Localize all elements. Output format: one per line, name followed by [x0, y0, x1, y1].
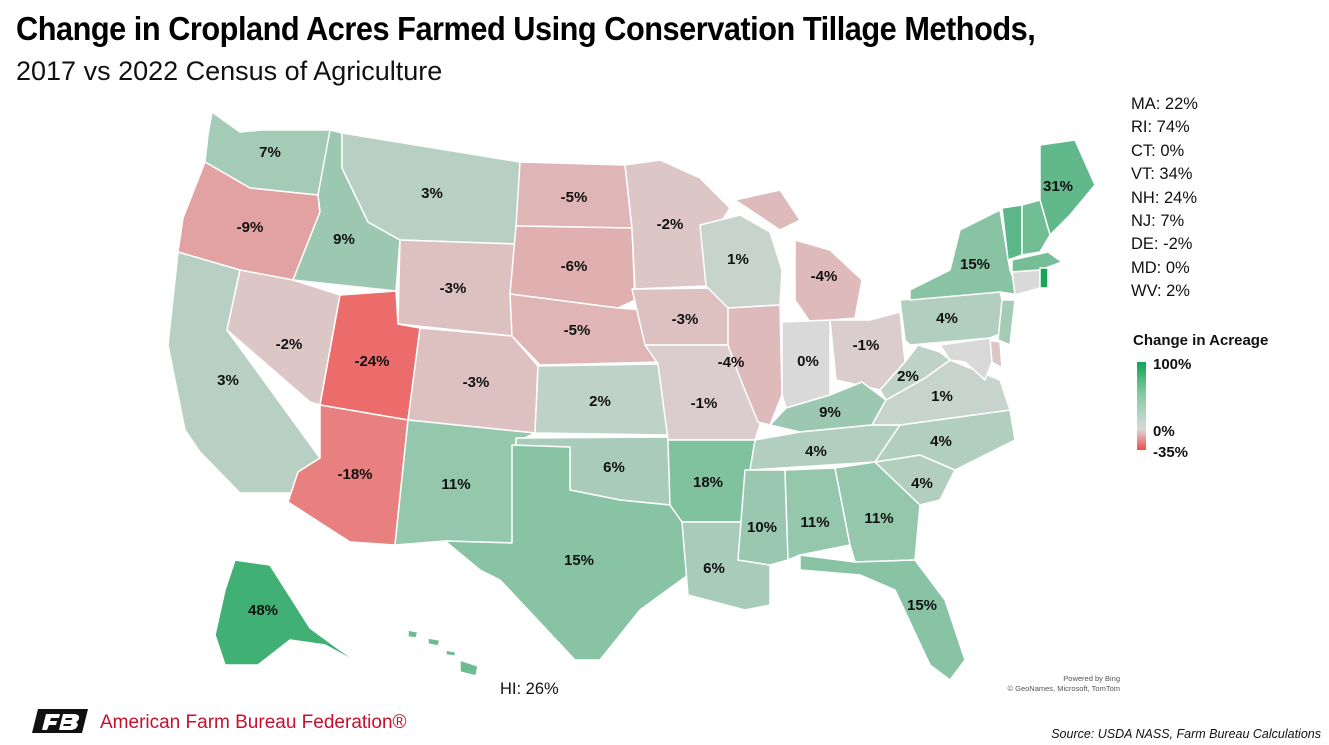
state-RI[interactable]	[1039, 267, 1049, 289]
state-label-tn: 4%	[805, 443, 827, 460]
state-NY[interactable]	[909, 209, 1021, 301]
powered-by-text: Powered by Bing	[1063, 674, 1120, 683]
state-WI[interactable]	[699, 214, 783, 309]
state-label-az: -18%	[337, 466, 372, 483]
state-label-in: 0%	[797, 353, 819, 370]
state-label-co: -3%	[463, 374, 490, 391]
state-MS[interactable]	[737, 469, 789, 566]
state-label-nm: 11%	[441, 476, 470, 493]
state-label-ia: -3%	[672, 311, 699, 328]
state-NH[interactable]	[1021, 199, 1051, 256]
state-value-labels: 7% -9% 3% 9% -2% -24% -18% 3% -3% -3% 11% -5% -6% -5%…	[217, 144, 1073, 619]
state-label-tx: 15%	[564, 552, 594, 569]
state-label-ky: 9%	[819, 404, 841, 421]
state-FL[interactable]	[799, 554, 966, 681]
state-HI[interactable]	[407, 629, 479, 677]
state-label-va: 1%	[931, 388, 953, 405]
small-states-list: MA: 22% RI: 74% CT: 0% VT: 34% NH: 24% NJ: 7%…	[1131, 93, 1198, 304]
state-label-ut: -24%	[354, 353, 389, 370]
state-label-sc: 4%	[911, 475, 933, 492]
state-label-il: -4%	[718, 354, 745, 371]
state-label-ms: 10%	[747, 519, 777, 536]
small-state-item: VT: 34%	[1131, 165, 1193, 184]
page-title: Change in Cropland Acres Farmed Using Co…	[16, 10, 1036, 47]
small-state-item: RI: 74%	[1131, 118, 1190, 137]
map-attribution: Powered by Bing © GeoNames, Microsoft, T…	[995, 674, 1121, 694]
state-label-al: 11%	[800, 514, 829, 531]
state-label-ga: 11%	[864, 510, 893, 527]
state-label-ne: -5%	[564, 322, 591, 339]
organization-name: American Farm Bureau Federation®	[100, 712, 407, 733]
state-label-fl: 15%	[907, 597, 937, 614]
state-SD[interactable]	[509, 225, 636, 309]
state-label-me: 31%	[1043, 178, 1073, 195]
state-label-la: 6%	[703, 560, 725, 577]
state-IL[interactable]	[727, 304, 783, 426]
source-note: Source: USDA NASS, Farm Bureau Calculati…	[1051, 727, 1321, 741]
small-state-item: WV: 2%	[1131, 282, 1190, 301]
legend-min-label: -35%	[1153, 444, 1189, 461]
map-credits: © GeoNames, Microsoft, TomTom	[1007, 684, 1121, 693]
state-label-ok: 6%	[603, 459, 625, 476]
legend-mid-label: 0%	[1153, 423, 1175, 440]
state-AL[interactable]	[784, 467, 851, 561]
state-label-wv: 2%	[897, 368, 919, 385]
small-state-item: MD: 0%	[1131, 258, 1190, 277]
state-label-oh: -1%	[853, 337, 880, 354]
legend-color-ramp	[1137, 362, 1146, 450]
page-subtitle: 2017 vs 2022 Census of Agriculture	[16, 56, 443, 86]
state-label-nd: -5%	[561, 189, 588, 206]
state-WV[interactable]	[879, 344, 951, 401]
small-state-item: NJ: 7%	[1131, 212, 1185, 231]
state-NJ[interactable]	[997, 299, 1016, 346]
state-label-ak: 48%	[248, 602, 278, 619]
state-label-wi: 1%	[727, 251, 749, 268]
state-label-ca: 3%	[217, 372, 239, 389]
state-label-or: -9%	[237, 219, 264, 236]
state-label-mn: -2%	[657, 216, 684, 233]
legend-title: Change in Acreage	[1133, 332, 1269, 349]
state-label-mi: -4%	[811, 268, 838, 285]
state-MI[interactable]	[734, 189, 863, 323]
state-label-wa: 7%	[259, 144, 281, 161]
hawaii-label: HI: 26%	[500, 680, 559, 698]
state-label-nc: 4%	[930, 433, 952, 450]
small-state-item: NH: 24%	[1131, 188, 1198, 207]
legend: Change in Acreage 100% 0% -35%	[1133, 332, 1293, 467]
state-TX[interactable]	[444, 444, 689, 661]
state-label-pa: 4%	[936, 310, 958, 327]
state-label-nv: -2%	[276, 336, 303, 353]
state-label-id: 9%	[333, 231, 355, 248]
state-CT[interactable]	[1011, 269, 1041, 296]
state-label-mo: -1%	[691, 395, 718, 412]
state-label-ks: 2%	[589, 393, 611, 410]
fb-logo-icon	[32, 709, 88, 733]
state-label-wy: -3%	[440, 280, 467, 297]
state-shapes	[167, 111, 1096, 681]
state-MD[interactable]	[939, 337, 993, 381]
state-label-ny: 15%	[960, 256, 990, 273]
state-label-sd: -6%	[561, 258, 588, 275]
state-MA[interactable]	[1011, 251, 1063, 273]
state-label-mt: 3%	[421, 185, 443, 202]
small-state-item: DE: -2%	[1131, 235, 1193, 254]
state-label-ar: 18%	[693, 474, 723, 491]
legend-max-label: 100%	[1153, 356, 1192, 373]
state-AK[interactable]	[214, 559, 363, 666]
small-state-item: CT: 0%	[1131, 141, 1185, 160]
small-state-item: MA: 22%	[1131, 95, 1198, 113]
